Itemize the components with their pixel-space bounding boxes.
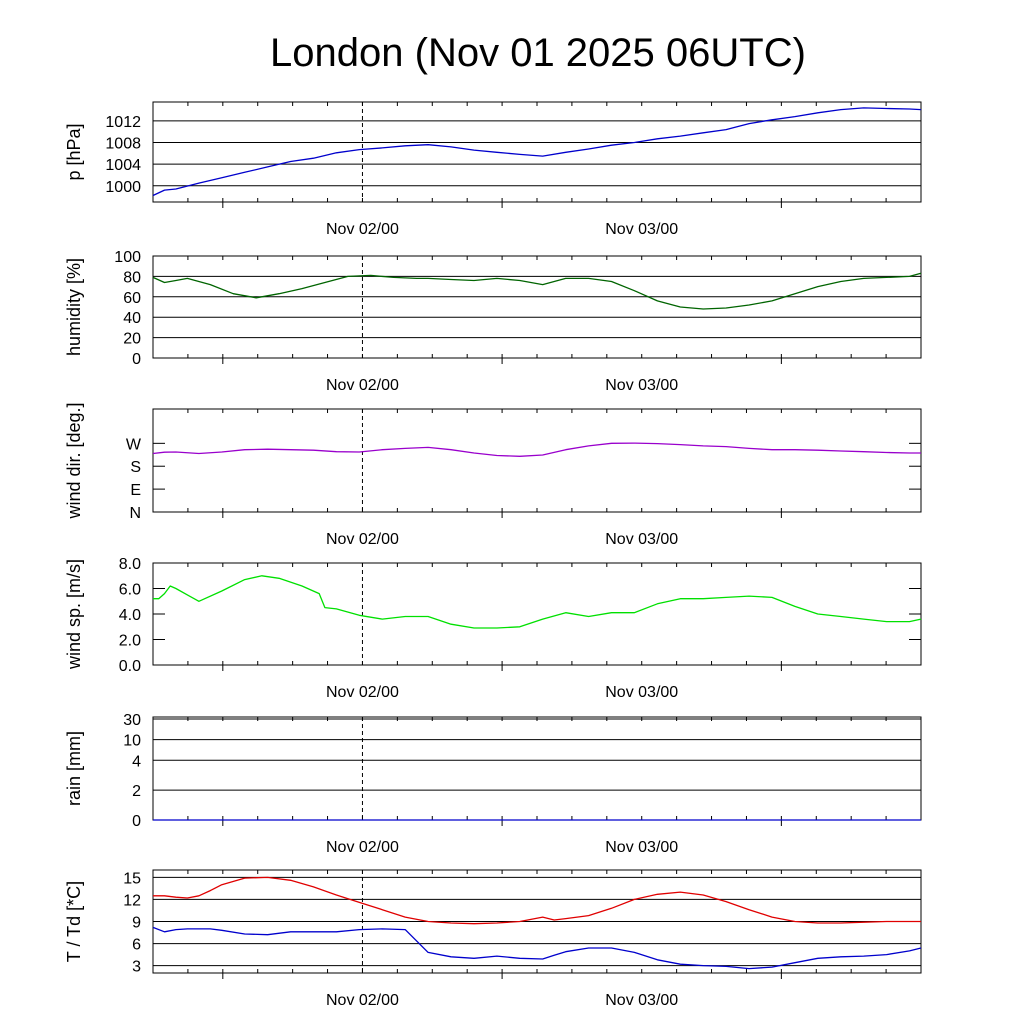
y-tick-label: 2.0 [119, 633, 141, 650]
series-line-1-0 [152, 272, 922, 310]
panel-frame-2 [152, 408, 922, 513]
x-tick-label-nov-03: Nov 03/00 [605, 992, 678, 1009]
series-line-3-0 [153, 575, 922, 629]
y-tick-label: 12 [123, 892, 141, 909]
x-tick-label-nov-02: Nov 02/00 [326, 992, 399, 1009]
x-tick-label-nov-03: Nov 03/00 [605, 531, 678, 548]
y-tick-label: 6.0 [119, 582, 141, 599]
y-tick-label: 1008 [105, 136, 141, 153]
panel-frame-4 [152, 716, 922, 821]
y-tick-label: 3 [132, 959, 141, 976]
x-tick-label-nov-02: Nov 02/00 [326, 221, 399, 238]
y-tick-label: 100 [114, 249, 141, 266]
x-tick-label-nov-02: Nov 02/00 [326, 377, 399, 394]
chart-title: London (Nov 01 2025 06UTC) [270, 31, 806, 75]
x-tick-label-nov-03: Nov 03/00 [605, 684, 678, 701]
y-tick-label: 10 [123, 733, 141, 750]
series-line-0-0 [152, 107, 922, 197]
y-tick-label: 40 [123, 310, 141, 327]
y-tick-label: 1012 [105, 114, 141, 131]
y-tick-label: E [130, 482, 141, 499]
series-line-5-0 [153, 876, 921, 925]
y-axis-label: T / Td [*C] [64, 881, 84, 962]
y-tick-label: 0.0 [119, 658, 141, 675]
x-tick-label-nov-03: Nov 03/00 [605, 221, 678, 238]
x-tick-label-nov-03: Nov 03/00 [605, 839, 678, 856]
y-tick-label: 0 [132, 813, 141, 830]
y-tick-label: 9 [132, 915, 141, 932]
series-line-5-1 [152, 926, 922, 970]
y-tick-label: 60 [123, 290, 141, 307]
y-axis-label: rain [mm] [64, 731, 84, 806]
y-tick-label: 2 [132, 783, 141, 800]
y-tick-label: 1000 [105, 179, 141, 196]
y-tick-label: 30 [123, 712, 141, 729]
series-line-2-0 [152, 442, 921, 457]
y-tick-label: N [129, 505, 141, 522]
y-tick-label: 8.0 [119, 556, 141, 573]
panel-frame-3 [152, 562, 922, 666]
y-tick-label: 0 [132, 351, 141, 368]
x-tick-label-nov-02: Nov 02/00 [326, 531, 399, 548]
y-tick-label: 4 [132, 753, 141, 770]
y-tick-label: 1004 [105, 157, 141, 174]
y-axis-label: p [hPa] [64, 123, 84, 180]
y-tick-label: S [130, 459, 141, 476]
x-tick-label-nov-02: Nov 02/00 [326, 684, 399, 701]
y-tick-label: 15 [123, 870, 141, 887]
x-tick-label-nov-02: Nov 02/00 [326, 839, 399, 856]
y-axis-label: humidity [%] [64, 258, 84, 356]
panel-frame-1 [152, 255, 922, 359]
y-axis-label: wind sp. [m/s] [64, 559, 84, 670]
y-tick-label: 80 [123, 269, 141, 286]
y-tick-label: 20 [123, 331, 141, 348]
y-axis-label: wind dir. [deg.] [64, 402, 84, 519]
y-tick-label: 4.0 [119, 607, 141, 624]
y-tick-label: W [126, 436, 142, 453]
panel-frame-0 [152, 101, 922, 203]
x-tick-label-nov-03: Nov 03/00 [605, 377, 678, 394]
y-tick-label: 6 [132, 937, 141, 954]
